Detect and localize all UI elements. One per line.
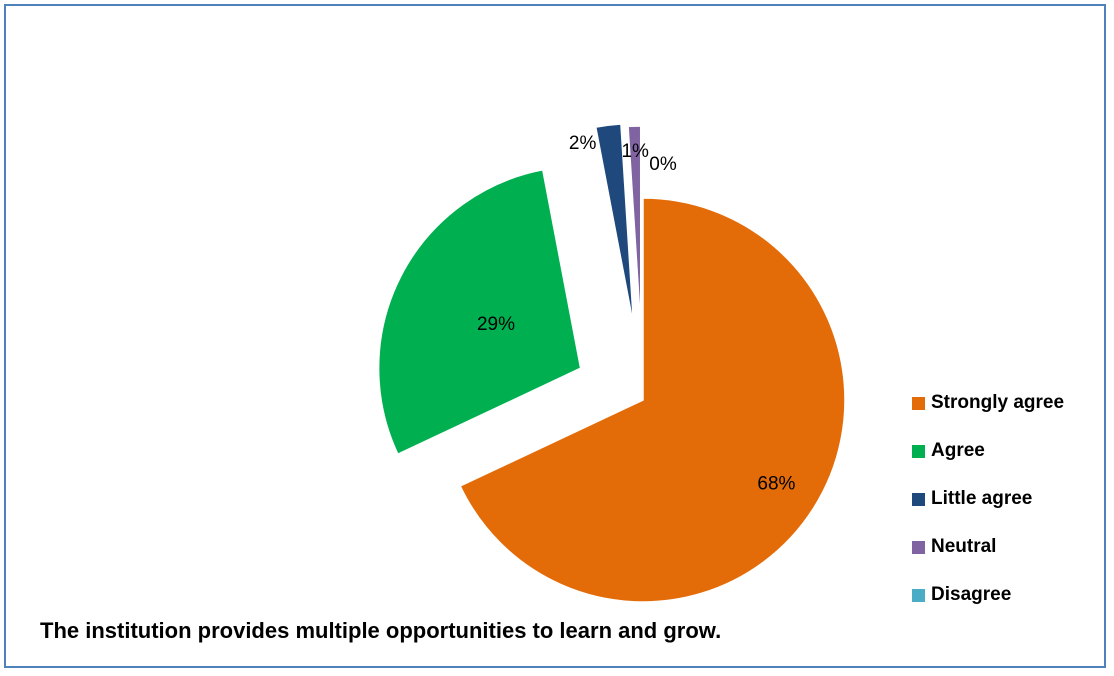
- legend-label: Neutral: [931, 536, 997, 557]
- legend-item-strongly-agree: Strongly agree: [912, 379, 1064, 427]
- legend: Strongly agree Agree Little agree Neutra…: [912, 379, 1064, 619]
- legend-label: Agree: [931, 440, 985, 461]
- legend-item-disagree: Disagree: [912, 571, 1064, 619]
- pie-slice-little-agree: [594, 123, 635, 326]
- legend-item-agree: Agree: [912, 427, 1064, 475]
- legend-label: Disagree: [931, 584, 1012, 605]
- legend-item-neutral: Neutral: [912, 523, 1064, 571]
- pie-slice-strongly-agree: [459, 197, 846, 603]
- legend-swatch: [912, 444, 925, 458]
- legend-label: Strongly agree: [931, 392, 1065, 413]
- legend-swatch: [912, 540, 925, 554]
- data-label-strongly-agree: 68%: [757, 474, 795, 495]
- pie-slice-agree: [377, 168, 582, 456]
- legend-swatch: [912, 396, 925, 410]
- legend-swatch: [912, 588, 925, 602]
- data-label-disagree: 0%: [649, 154, 677, 175]
- legend-item-little-agree: Little agree: [912, 475, 1064, 523]
- legend-swatch: [912, 492, 925, 506]
- data-label-little-agree: 2%: [569, 133, 597, 154]
- chart-title: The institution provides multiple opport…: [40, 618, 722, 643]
- data-label-agree: 29%: [477, 314, 515, 335]
- data-label-neutral: 1%: [621, 141, 649, 162]
- legend-label: Little agree: [931, 488, 1033, 509]
- pie-slice-neutral: [627, 125, 642, 329]
